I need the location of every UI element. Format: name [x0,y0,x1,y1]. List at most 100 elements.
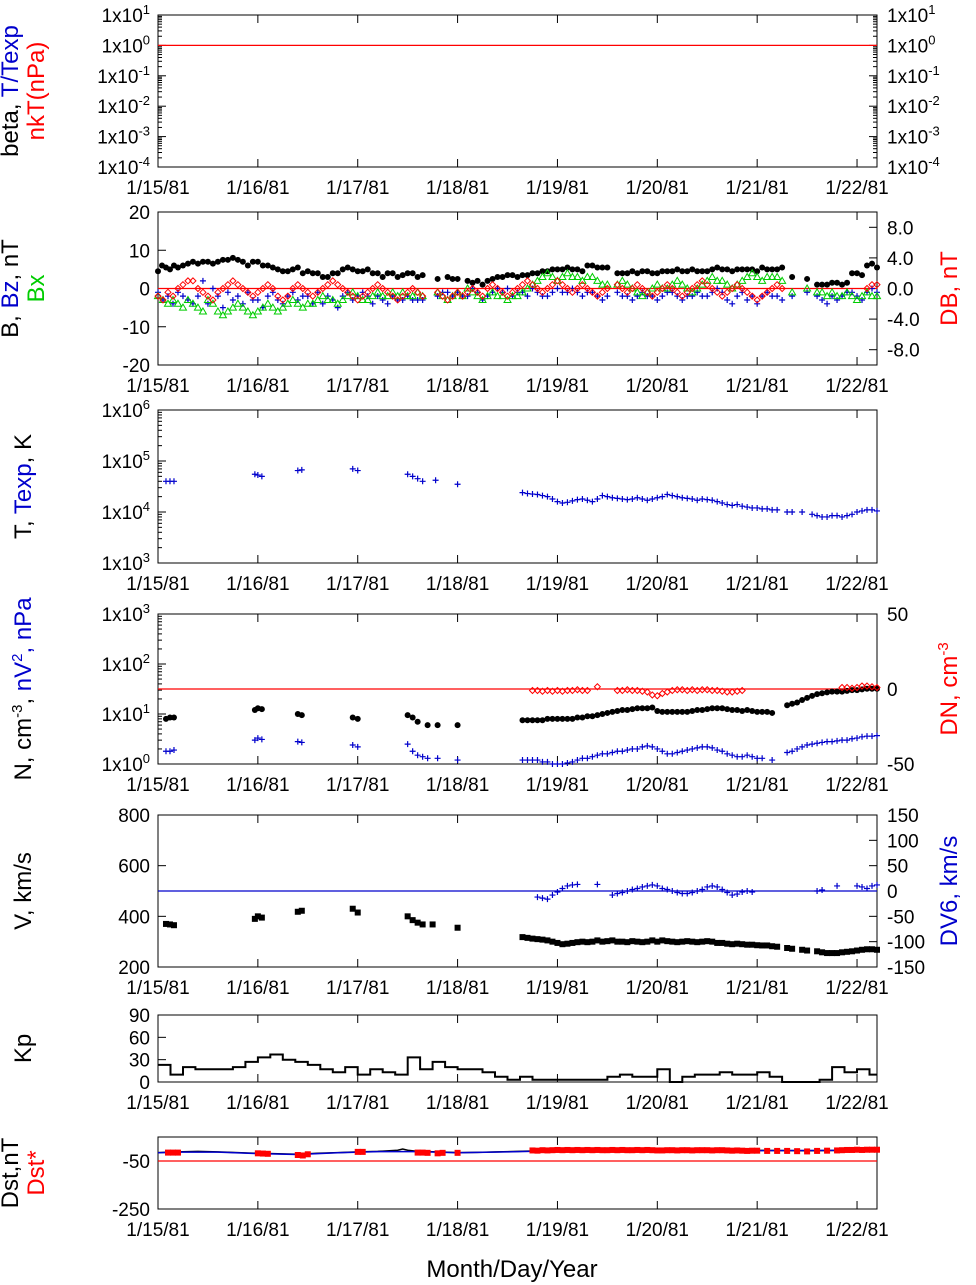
data-point [679,296,686,303]
data-point [739,707,746,714]
data-point [738,686,746,695]
data-point [659,293,666,300]
data-point [734,707,741,714]
data-point [454,1149,461,1156]
data-point [189,277,197,285]
data-point [424,755,431,762]
data-point [258,706,265,713]
data-point [724,1147,731,1154]
data-point [519,934,526,941]
data-point [604,1147,611,1154]
data-point [504,272,511,279]
data-point [279,296,287,304]
data-point [304,288,312,297]
data-point [669,938,676,945]
data-point [419,296,426,303]
data-point [354,296,362,304]
data-point [414,1149,421,1156]
data-point [463,288,472,297]
data-point [589,262,596,269]
x-tick-label: 1/16/81 [226,775,289,796]
data-point [454,275,461,282]
data-point [869,685,876,692]
data-point [654,296,661,303]
data-point [603,284,612,293]
data-point [228,303,238,311]
data-point [409,748,416,755]
data-point [209,285,216,292]
data-point [729,502,736,509]
data-point [649,743,656,750]
right-axis-label-line-0: DB, nT [936,251,963,326]
data-point [849,270,856,277]
data-point [359,268,366,275]
data-point [454,924,461,931]
data-point [184,277,192,285]
data-point [254,296,261,303]
data-point [383,291,393,300]
data-point [174,284,182,293]
data-point [733,280,741,289]
data-point [673,686,681,694]
data-point [388,287,398,296]
data-point [298,907,305,914]
data-point [659,493,666,500]
x-tick-label: 1/19/81 [526,376,589,397]
data-point [754,942,761,949]
x-tick-label: 1/21/81 [725,775,788,796]
data-point [224,256,231,263]
data-point [724,750,731,757]
data-point [873,683,881,692]
data-point [628,284,637,293]
data-point [579,1147,586,1154]
data-point [754,1147,761,1154]
data-point [814,512,821,519]
data-point [569,758,576,765]
x-tick-label: 1/19/81 [526,1220,589,1241]
right-tick-label: -100 [887,933,925,954]
data-point [349,741,356,748]
data-point [814,888,821,894]
data-point [328,295,338,303]
data-point [623,288,632,297]
data-point [318,291,328,300]
data-point [379,274,386,281]
data-point [874,946,880,953]
data-point [493,284,502,293]
y-tick-label: 1x103 [102,550,150,575]
data-point [424,722,431,729]
data-point [647,284,657,292]
data-point [789,509,796,515]
data-point [699,495,706,502]
data-point [563,284,572,293]
data-point [804,694,811,701]
y-tick-label: -10 [123,318,150,339]
data-point [639,883,646,890]
data-point [239,258,246,265]
data-point [319,284,327,293]
y-tick-label: 1x106 [102,397,150,422]
data-point [614,890,621,897]
data-point [208,299,218,307]
data-point [834,279,841,286]
data-point [774,943,781,950]
data-point [722,280,732,288]
data-point [769,266,776,273]
data-point [674,708,681,715]
data-point [844,948,851,955]
data-point [269,264,276,271]
data-point [819,296,826,303]
data-point [564,499,571,506]
data-point [269,284,277,293]
data-point [629,268,636,275]
data-point [857,291,867,300]
data-point [564,715,571,722]
series-3 [164,1146,880,1159]
data-point [244,288,252,297]
plot-frame [157,1136,878,1210]
data-point [614,495,621,502]
data-point [568,288,577,297]
data-point [724,706,731,713]
data-point [283,299,293,307]
data-point [162,920,169,927]
